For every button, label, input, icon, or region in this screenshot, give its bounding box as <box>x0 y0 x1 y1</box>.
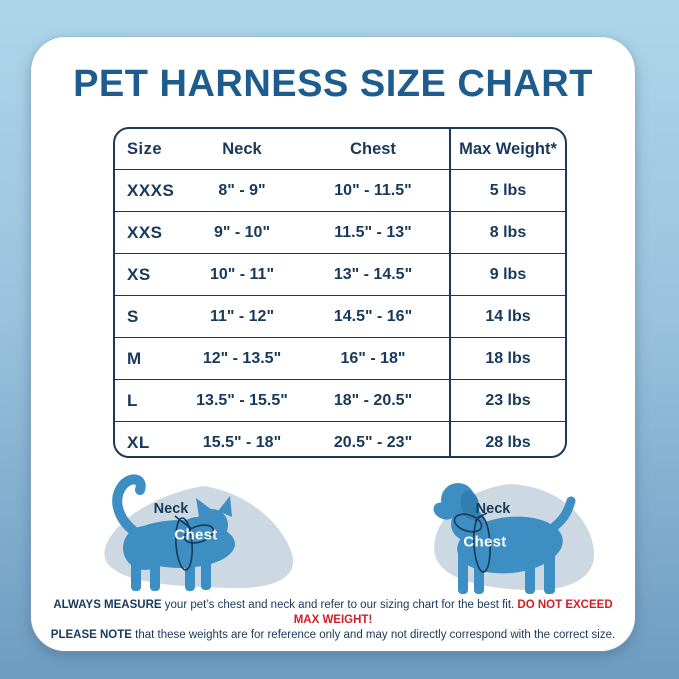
chest-cell: 20.5" - 23" <box>333 433 413 451</box>
footnote-warning: DO NOT EXCEED MAX WEIGHT! <box>293 599 613 626</box>
neck-cell: 9" - 10" <box>213 223 271 241</box>
page-title: PET HARNESS SIZE CHART <box>73 63 593 105</box>
neck-cell: 11" - 12" <box>209 307 275 325</box>
size-cell: XL <box>127 432 150 452</box>
footnote-always-measure: ALWAYS MEASURE <box>53 599 162 611</box>
cat-illustration-icon <box>104 474 294 591</box>
chest-cell: 11.5" - 13" <box>334 223 412 241</box>
chest-cell: 14.5" - 16" <box>333 307 413 325</box>
table-row: S 11" - 12" 14.5" - 16" 14 lbs <box>115 295 565 337</box>
size-table: Size Neck Chest Max Weight* XXXS 8" - 9"… <box>113 127 567 458</box>
table-row: L 13.5" - 15.5" 18" - 20.5" 23 lbs <box>115 379 565 421</box>
chest-cell: 10" - 11.5" <box>334 181 412 199</box>
neck-cell: 13.5" - 15.5" <box>196 391 288 409</box>
size-cell: XS <box>127 264 151 284</box>
header-size: Size <box>127 139 163 158</box>
neck-cell: 10" - 11" <box>209 265 275 283</box>
header-neck: Neck <box>222 139 262 158</box>
table-header-row: Size Neck Chest Max Weight* <box>115 129 565 169</box>
dog-illustration-icon <box>433 483 595 594</box>
size-cell: L <box>127 390 138 410</box>
header-chest: Chest <box>350 139 396 158</box>
size-cell: M <box>127 348 142 368</box>
dog-measurement-diagram: Neck Chest <box>425 468 610 598</box>
size-cell: XXXS <box>127 180 175 200</box>
weight-cell: 9 lbs <box>449 254 565 295</box>
weight-cell: 8 lbs <box>449 212 565 253</box>
footnote: ALWAYS MEASURE your pet’s chest and neck… <box>49 598 617 643</box>
table-row: XL 15.5" - 18" 20.5" - 23" 28 lbs <box>115 421 565 456</box>
weight-cell: 28 lbs <box>449 422 565 456</box>
footnote-line2-text: that these weights are for reference onl… <box>131 629 616 641</box>
chest-cell: 13" - 14.5" <box>333 265 413 283</box>
cat-measurement-diagram: Neck Chest <box>85 468 320 598</box>
neck-cell: 8" - 9" <box>218 181 266 199</box>
chest-cell: 18" - 20.5" <box>333 391 413 409</box>
table-row: M 12" - 13.5" 16" - 18" 18 lbs <box>115 337 565 379</box>
neck-cell: 15.5" - 18" <box>202 433 282 451</box>
neck-cell: 12" - 13.5" <box>202 349 282 367</box>
header-max-weight: Max Weight* <box>449 129 565 169</box>
table-row: XS 10" - 11" 13" - 14.5" 9 lbs <box>115 253 565 295</box>
weight-cell: 23 lbs <box>449 380 565 421</box>
table-row: XXXS 8" - 9" 10" - 11.5" 5 lbs <box>115 169 565 211</box>
size-cell: XXS <box>127 222 163 242</box>
table-row: XXS 9" - 10" 11.5" - 13" 8 lbs <box>115 211 565 253</box>
weight-cell: 18 lbs <box>449 338 565 379</box>
weight-cell: 5 lbs <box>449 170 565 211</box>
size-chart-card: PET HARNESS SIZE CHART Size Neck Chest M… <box>31 37 635 651</box>
footnote-line1-text: your pet’s chest and neck and refer to o… <box>161 599 518 611</box>
chest-cell: 16" - 18" <box>340 349 406 367</box>
size-cell: S <box>127 306 139 326</box>
weight-cell: 14 lbs <box>449 296 565 337</box>
footnote-please-note: PLEASE NOTE <box>50 629 132 641</box>
